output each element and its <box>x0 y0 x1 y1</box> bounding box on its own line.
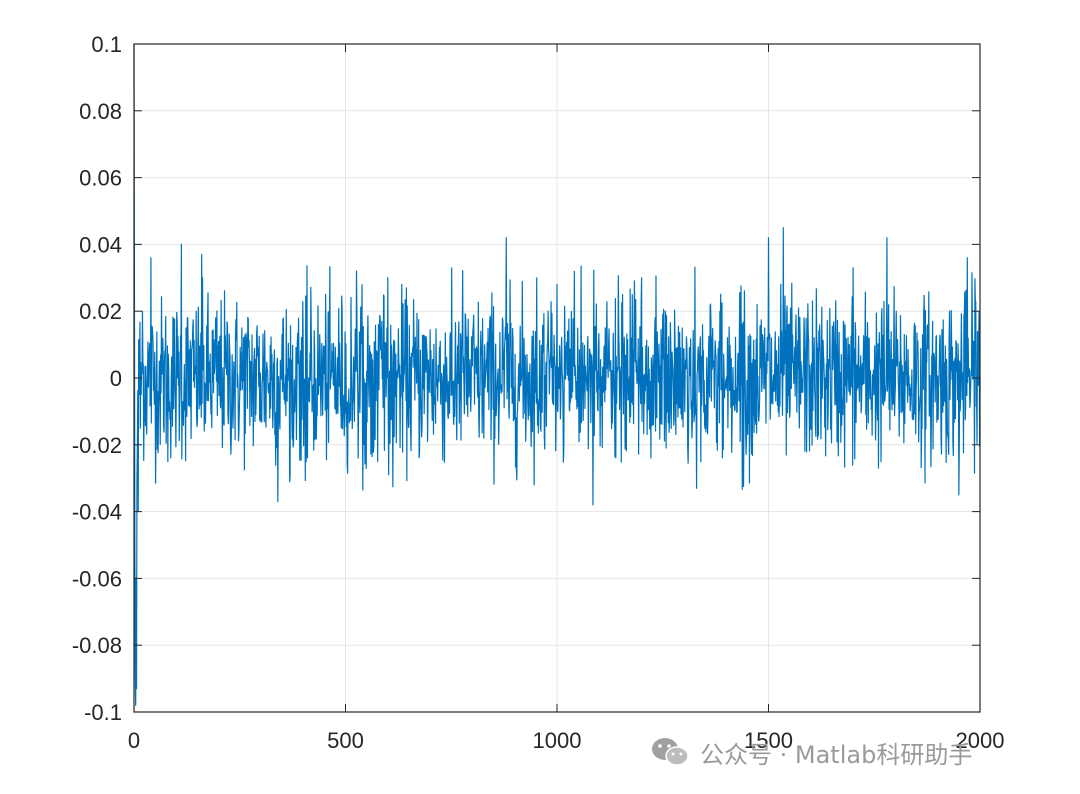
x-tick-label-3: 1500 <box>744 728 793 753</box>
y-tick-label-7: 0.04 <box>79 232 122 257</box>
y-tick-label-10: 0.1 <box>91 32 122 57</box>
y-tick-label-3: -0.04 <box>72 500 122 525</box>
y-tick-label-6: 0.02 <box>79 299 122 324</box>
y-tick-label-2: -0.06 <box>72 566 122 591</box>
y-tick-label-4: -0.02 <box>72 433 122 458</box>
tick-labels: 0 500 1000 1500 2000 -0.1 -0.08 -0.06 -0.04 -0.02… <box>72 32 1005 753</box>
x-tick-label-0: 0 <box>128 728 140 753</box>
y-tick-label-5: 0 <box>110 366 122 391</box>
x-tick-label-2: 1000 <box>533 728 582 753</box>
y-tick-label-9: 0.08 <box>79 99 122 124</box>
ticks <box>133 43 981 713</box>
y-tick-label-1: -0.08 <box>72 633 122 658</box>
y-tick-label-8: 0.06 <box>79 166 122 191</box>
series-line <box>133 43 981 706</box>
y-tick-label-0: -0.1 <box>84 700 122 725</box>
x-tick-label-4: 2000 <box>956 728 1005 753</box>
watermark-text: 公众号 · Matlab科研助手 <box>700 740 973 769</box>
wechat-icon <box>652 738 689 766</box>
watermark: 公众号 · Matlab科研助手 <box>650 732 972 772</box>
x-tick-label-1: 500 <box>327 728 364 753</box>
